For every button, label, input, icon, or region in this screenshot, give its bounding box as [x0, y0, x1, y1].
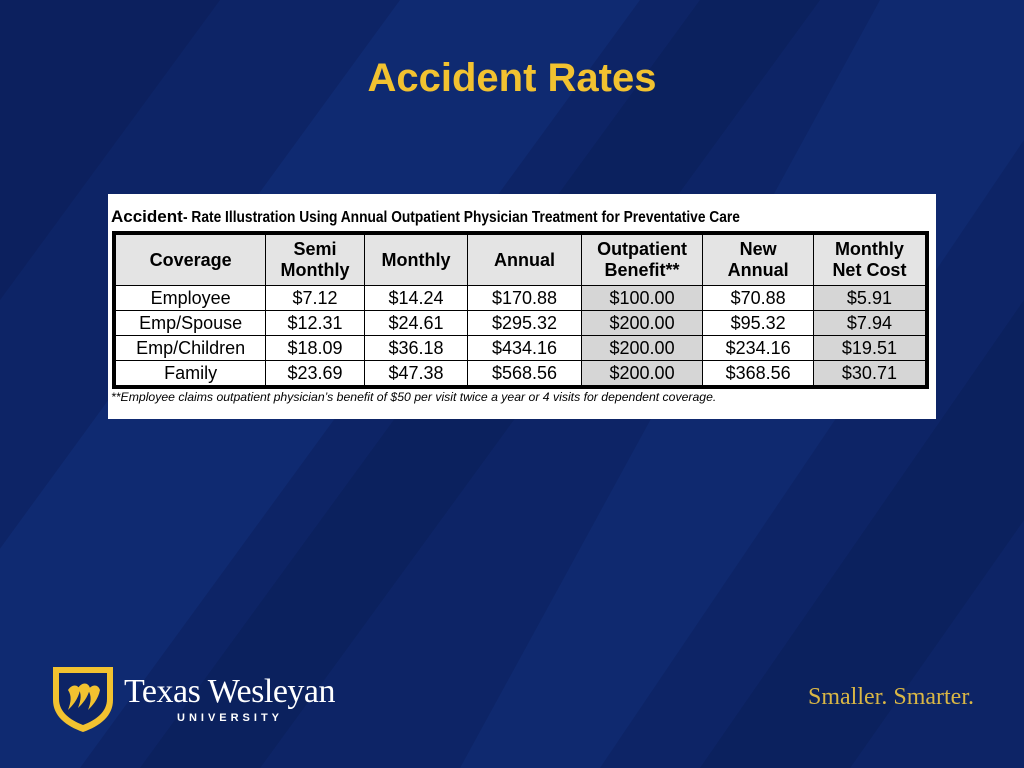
header-monthly-net-cost: Monthly Net Cost — [812, 232, 928, 286]
rate-table: Coverage Semi Monthly Monthly Annual Outp… — [112, 231, 929, 389]
header-coverage: Coverage — [113, 232, 267, 286]
cell-monthly: $47.38 — [363, 360, 469, 388]
cell-annual: $568.56 — [467, 360, 582, 388]
cell-semi-monthly: $7.12 — [265, 285, 365, 311]
table-row: Family $23.69 $47.38 $568.56 $200.00 $36… — [113, 360, 928, 388]
cell-monthly-net-cost: $30.71 — [812, 360, 928, 388]
header-new-annual: New Annual — [702, 232, 814, 286]
cell-new-annual: $234.16 — [702, 335, 814, 361]
table-row: Employee $7.12 $14.24 $170.88 $100.00 $7… — [113, 285, 928, 311]
cell-monthly-net-cost: $19.51 — [812, 335, 928, 361]
cell-coverage: Emp/Spouse — [113, 310, 267, 336]
cell-annual: $170.88 — [467, 285, 582, 311]
cell-semi-monthly: $23.69 — [265, 360, 365, 388]
header-annual: Annual — [467, 232, 582, 286]
logo-name: Texas Wesleyan — [124, 673, 336, 710]
table-row: Emp/Spouse $12.31 $24.61 $295.32 $200.00… — [113, 310, 928, 336]
slide-title: Accident Rates — [367, 56, 657, 100]
cell-coverage: Emp/Children — [113, 335, 267, 361]
cell-coverage: Employee — [113, 285, 267, 311]
table-caption-rest: - Rate Illustration Using Annual Outpati… — [182, 209, 740, 226]
cell-new-annual: $70.88 — [702, 285, 814, 311]
cell-outpatient-benefit: $200.00 — [580, 310, 704, 336]
cell-outpatient-benefit: $200.00 — [580, 360, 704, 388]
header-semi-monthly: Semi Monthly — [265, 232, 365, 286]
table-row: Emp/Children $18.09 $36.18 $434.16 $200.… — [113, 335, 928, 361]
cell-monthly: $24.61 — [363, 310, 469, 336]
cell-outpatient-benefit: $200.00 — [580, 335, 704, 361]
cell-annual: $434.16 — [467, 335, 582, 361]
shield-icon — [53, 667, 113, 732]
table-caption: Accident - Rate Illustration Using Annua… — [111, 208, 830, 227]
table-caption-lead: Accident — [111, 207, 183, 226]
cell-semi-monthly: $18.09 — [265, 335, 365, 361]
cell-monthly-net-cost: $5.91 — [812, 285, 928, 311]
table-header-row: Coverage Semi Monthly Monthly Annual Outp… — [113, 232, 928, 286]
cell-monthly: $36.18 — [363, 335, 469, 361]
cell-monthly: $14.24 — [363, 285, 469, 311]
table-footnote: **Employee claims outpatient physician’s… — [111, 390, 717, 404]
cell-coverage: Family — [113, 360, 267, 388]
cell-semi-monthly: $12.31 — [265, 310, 365, 336]
university-logo: Texas Wesleyan UNIVERSITY — [50, 664, 350, 734]
header-outpatient-benefit: Outpatient Benefit** — [580, 232, 704, 286]
header-monthly: Monthly — [363, 232, 469, 286]
rate-table-panel: Accident - Rate Illustration Using Annua… — [108, 194, 936, 419]
cell-outpatient-benefit: $100.00 — [580, 285, 704, 311]
cell-new-annual: $95.32 — [702, 310, 814, 336]
cell-annual: $295.32 — [467, 310, 582, 336]
tagline: Smaller. Smarter. — [808, 684, 974, 710]
cell-new-annual: $368.56 — [702, 360, 814, 388]
cell-monthly-net-cost: $7.94 — [812, 310, 928, 336]
logo-subtitle: UNIVERSITY — [177, 712, 284, 724]
